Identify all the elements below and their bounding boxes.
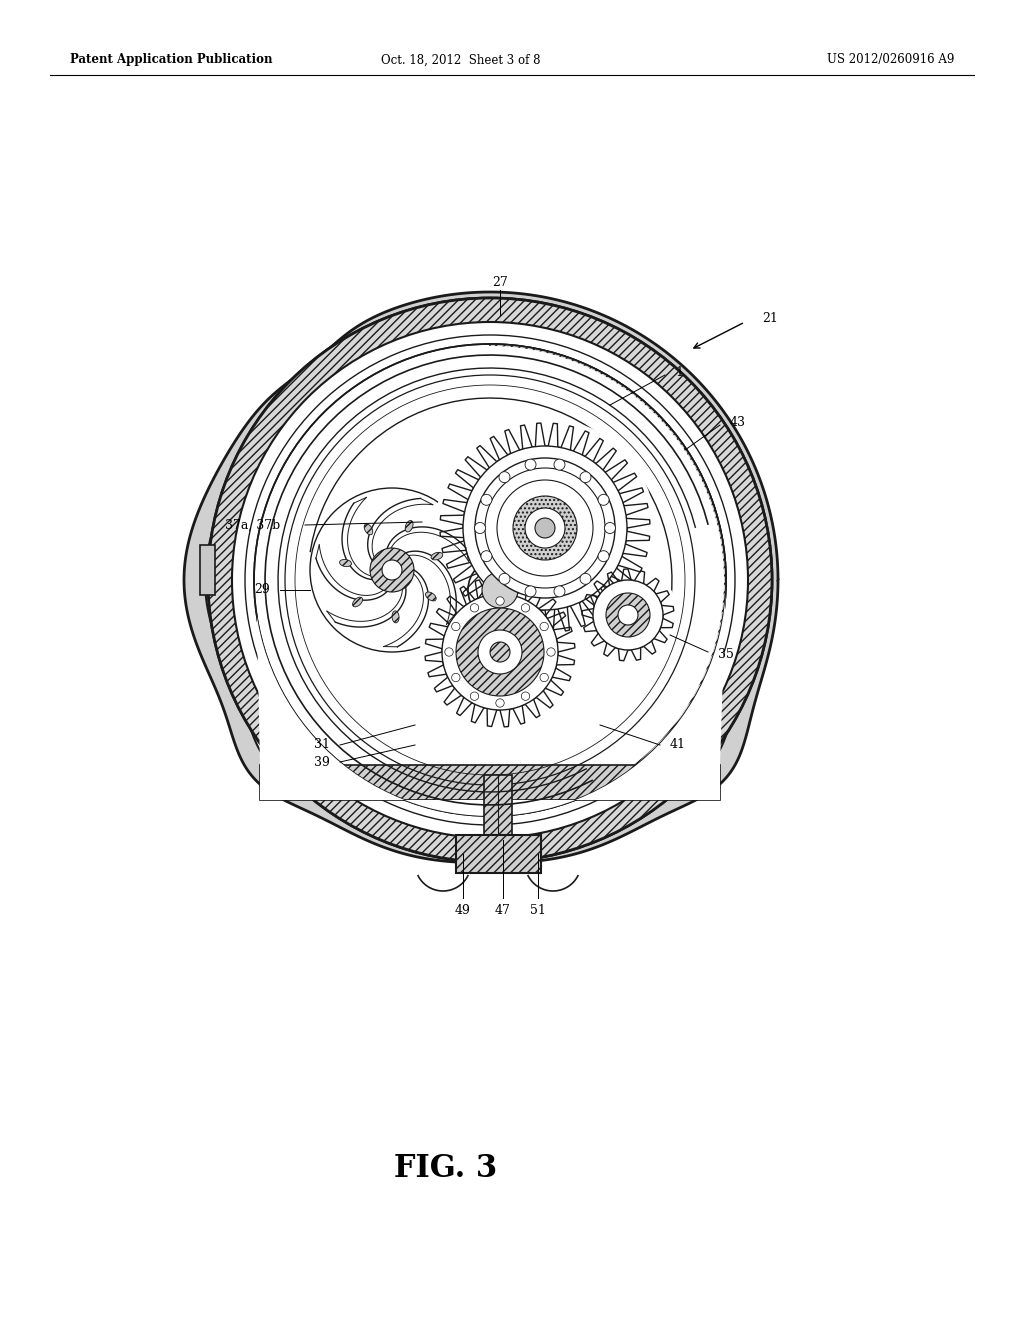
Circle shape: [435, 418, 655, 638]
Text: 27: 27: [493, 276, 508, 289]
Polygon shape: [257, 579, 726, 816]
Bar: [260, 766, 720, 800]
Text: 41: 41: [670, 738, 686, 751]
Text: 39: 39: [314, 755, 330, 768]
Circle shape: [525, 508, 565, 548]
Circle shape: [618, 605, 638, 624]
Circle shape: [525, 459, 536, 470]
Circle shape: [497, 480, 593, 576]
Bar: [484, 775, 512, 836]
Circle shape: [310, 488, 474, 652]
Circle shape: [598, 550, 609, 562]
Circle shape: [580, 573, 591, 585]
Circle shape: [547, 648, 555, 656]
Circle shape: [496, 597, 504, 605]
Polygon shape: [184, 292, 778, 863]
Circle shape: [535, 517, 555, 539]
Circle shape: [525, 586, 536, 597]
Circle shape: [452, 673, 460, 681]
Text: Patent Application Publication: Patent Application Publication: [70, 54, 272, 66]
Circle shape: [598, 494, 609, 506]
Ellipse shape: [352, 597, 362, 607]
Circle shape: [606, 593, 650, 638]
Bar: [456, 836, 541, 873]
Circle shape: [499, 471, 510, 483]
Text: 37a, 37b: 37a, 37b: [224, 519, 280, 532]
Circle shape: [232, 322, 748, 838]
Text: 43: 43: [730, 416, 746, 429]
Circle shape: [490, 642, 510, 663]
Ellipse shape: [431, 552, 442, 560]
Circle shape: [382, 560, 402, 579]
Text: US 2012/0260916 A9: US 2012/0260916 A9: [826, 54, 954, 66]
Circle shape: [593, 579, 663, 649]
Circle shape: [499, 573, 510, 585]
Circle shape: [468, 558, 532, 622]
Ellipse shape: [426, 591, 436, 601]
Text: 49: 49: [455, 904, 471, 917]
Circle shape: [513, 496, 577, 560]
Text: Oct. 18, 2012  Sheet 3 of 8: Oct. 18, 2012 Sheet 3 of 8: [381, 54, 541, 66]
Circle shape: [482, 572, 518, 609]
Circle shape: [452, 622, 460, 631]
Text: FIG. 3: FIG. 3: [394, 1152, 497, 1184]
Text: 31: 31: [314, 738, 330, 751]
Circle shape: [521, 692, 529, 701]
Circle shape: [540, 622, 549, 631]
Circle shape: [485, 469, 605, 587]
Circle shape: [208, 298, 772, 862]
Bar: [200, 545, 215, 595]
Circle shape: [580, 471, 591, 483]
Circle shape: [470, 692, 478, 701]
Circle shape: [444, 648, 454, 656]
Circle shape: [554, 459, 565, 470]
Ellipse shape: [340, 560, 351, 566]
Circle shape: [474, 523, 485, 533]
Wedge shape: [490, 345, 726, 816]
Circle shape: [496, 698, 504, 708]
Text: 21: 21: [762, 312, 778, 325]
Circle shape: [456, 609, 544, 696]
Circle shape: [370, 548, 414, 591]
Circle shape: [420, 572, 580, 733]
Circle shape: [540, 673, 549, 681]
Circle shape: [208, 298, 772, 862]
Circle shape: [481, 494, 492, 506]
Circle shape: [442, 594, 558, 710]
Circle shape: [254, 345, 726, 816]
Text: 1: 1: [675, 366, 683, 379]
Ellipse shape: [365, 524, 373, 535]
Polygon shape: [205, 310, 760, 846]
Circle shape: [481, 550, 492, 562]
Ellipse shape: [406, 520, 413, 532]
Ellipse shape: [392, 611, 399, 623]
Circle shape: [470, 603, 478, 612]
Circle shape: [478, 630, 522, 675]
Text: 51: 51: [530, 904, 546, 917]
Circle shape: [554, 586, 565, 597]
Text: 29: 29: [254, 583, 270, 597]
Text: 47: 47: [495, 904, 511, 917]
Circle shape: [604, 523, 615, 533]
Circle shape: [475, 458, 615, 598]
Circle shape: [256, 346, 724, 814]
Circle shape: [578, 565, 678, 665]
Circle shape: [463, 446, 627, 610]
Text: 35: 35: [718, 648, 734, 661]
Circle shape: [521, 603, 529, 612]
